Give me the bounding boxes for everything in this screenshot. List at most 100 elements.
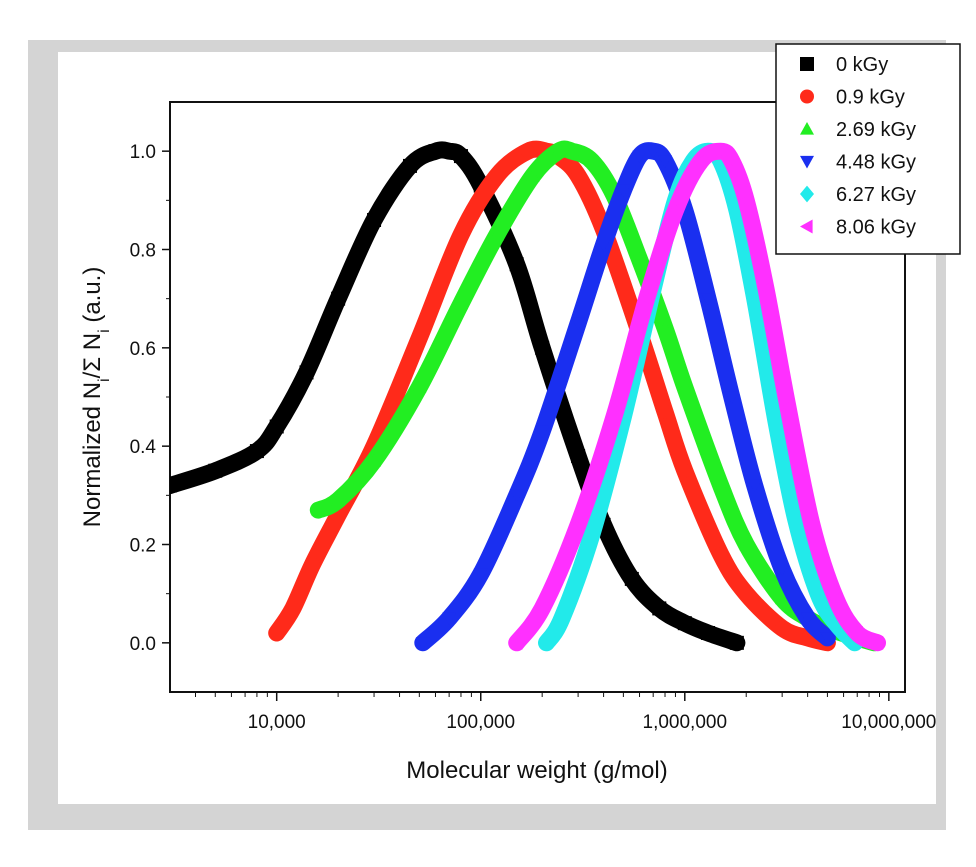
data-point — [713, 547, 728, 562]
data-point — [412, 380, 427, 393]
data-point — [607, 409, 620, 424]
data-point — [428, 144, 443, 159]
legend-label: 2.69 kGy — [836, 119, 916, 141]
data-point — [442, 144, 457, 159]
data-point — [509, 635, 523, 650]
series-layer — [170, 140, 886, 652]
data-point — [571, 168, 586, 183]
data-point — [775, 591, 790, 605]
y-tick-label: 0.6 — [130, 339, 156, 360]
data-point — [646, 145, 661, 159]
data-point — [269, 419, 284, 434]
data-point — [305, 557, 320, 572]
data-point — [285, 601, 300, 616]
data-point — [249, 444, 264, 459]
data-point — [870, 635, 884, 650]
data-point — [739, 586, 754, 601]
series-0-kgy — [170, 141, 746, 652]
data-point — [850, 626, 863, 640]
data-point — [367, 213, 382, 227]
data-point — [828, 591, 842, 606]
data-point — [453, 227, 468, 242]
legend-marker — [800, 57, 814, 71]
data-point — [724, 154, 738, 168]
data-point — [571, 449, 586, 463]
data-point — [729, 201, 744, 219]
data-point — [473, 568, 488, 581]
data-point — [509, 489, 524, 503]
data-point — [739, 193, 752, 208]
x-tick-label: 10,000 — [248, 712, 306, 733]
data-point — [677, 380, 692, 393]
data-point — [539, 634, 554, 652]
data-point — [402, 158, 417, 173]
legend-marker — [800, 185, 814, 203]
data-point — [269, 626, 284, 640]
data-point — [208, 463, 223, 478]
legend-marker — [800, 219, 813, 234]
data-point — [509, 257, 524, 272]
data-point — [331, 291, 346, 306]
y-tick-label: 0.0 — [130, 634, 156, 655]
data-point — [739, 537, 754, 551]
legend-marker — [800, 155, 814, 169]
series-4.48-kgy — [414, 142, 836, 652]
data-point — [571, 517, 584, 532]
data-point — [616, 184, 631, 198]
y-tick-label: 0.4 — [130, 437, 157, 458]
legend: 0 kGy 0.9 kGy 2.69 kGy 4.48 kGy 6.27 kGy 8.06… — [775, 43, 961, 255]
data-point — [584, 526, 599, 544]
data-point — [677, 463, 692, 478]
legend-marker — [800, 89, 814, 104]
x-axis-title: Molecular weight (g/mol) — [406, 757, 667, 784]
data-point — [535, 340, 550, 355]
data-point — [554, 609, 569, 627]
data-point — [639, 291, 653, 306]
data-point — [658, 155, 673, 168]
data-point — [701, 626, 716, 640]
data-point — [624, 571, 639, 586]
data-point — [525, 168, 540, 182]
data-point — [489, 227, 504, 241]
y-axis-title: Normalized Ni/Σ Ni (a.u.) — [79, 267, 113, 528]
data-point — [331, 493, 346, 506]
legend-box — [775, 43, 961, 255]
data-point — [804, 517, 818, 532]
data-point — [713, 144, 727, 159]
data-point — [412, 331, 427, 345]
data-point — [658, 321, 673, 334]
data-point — [551, 144, 566, 157]
legend-label: 8.06 kGy — [836, 217, 916, 239]
data-point — [747, 479, 762, 493]
data-point — [442, 612, 457, 626]
series-8.06-kgy — [508, 142, 886, 652]
data-point — [693, 154, 707, 168]
data-point — [571, 317, 586, 331]
legend-label: 4.48 kGy — [836, 152, 916, 174]
data-point — [584, 154, 599, 167]
data-point — [788, 511, 803, 529]
data-point — [729, 635, 744, 650]
x-tick-label: 1,000,000 — [643, 712, 728, 733]
data-point — [170, 478, 177, 493]
data-point — [453, 149, 468, 164]
legend-marker — [800, 122, 814, 135]
data-point — [800, 612, 815, 626]
legend-label: 6.27 kGy — [836, 184, 916, 206]
data-point — [367, 453, 382, 467]
data-point — [780, 399, 794, 414]
x-tick-label: 100,000 — [446, 712, 515, 733]
data-point — [701, 293, 716, 306]
data-point — [632, 252, 647, 265]
legend-label: 0.9 kGy — [836, 87, 905, 109]
data-point — [489, 168, 504, 183]
data-point — [311, 503, 326, 516]
data-point — [652, 601, 667, 616]
data-point — [820, 632, 835, 645]
data-point — [775, 621, 790, 636]
legend-label: 0 kGy — [836, 54, 888, 76]
data-point — [658, 404, 673, 419]
data-point — [453, 296, 468, 310]
